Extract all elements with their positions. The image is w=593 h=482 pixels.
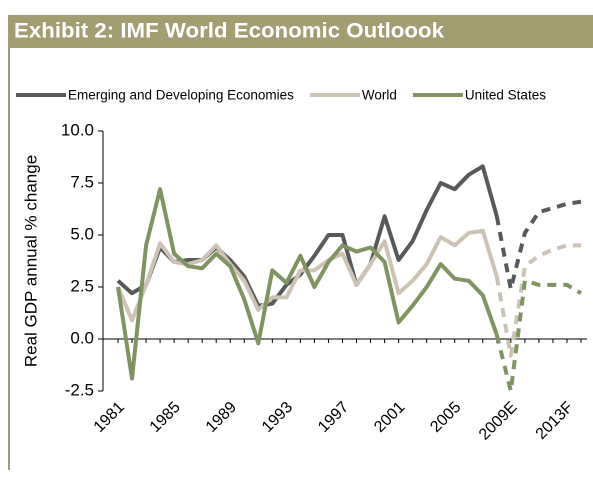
x-tick-label: 2001 [371,399,408,436]
y-tick-label: 7.5 [70,172,94,191]
y-tick-label: 0.0 [70,328,94,347]
y-tick-label: 2.5 [70,276,94,295]
x-tick-label: 1997 [315,399,352,436]
x-tick-label: 1993 [259,399,296,436]
legend-label: United States [465,88,546,103]
x-tick-label: 1985 [147,399,184,436]
x-tick-label: 2009E [476,399,521,444]
x-tick-label: 2005 [427,399,464,436]
series-line [116,187,499,381]
legend-label: Emerging and Developing Economies [68,88,294,103]
left-border [8,48,10,470]
header-bar [8,15,593,48]
x-tick-label: 1989 [203,399,240,436]
y-axis-label: Real GDP annual % change [21,155,40,367]
y-tick-label: 10.0 [61,120,94,139]
forecast-line [494,243,581,358]
chart-title: Exhibit 2: IMF World Economic Outloook [14,20,444,43]
y-tick-label: 5.0 [70,224,94,243]
y-tick-label: -2.5 [65,380,94,399]
forecast-line [494,278,583,393]
legend-label: World [362,88,397,103]
x-tick-label: 1981 [91,399,128,436]
forecast-line [494,199,582,292]
x-tick-label: 2013F [533,399,577,443]
